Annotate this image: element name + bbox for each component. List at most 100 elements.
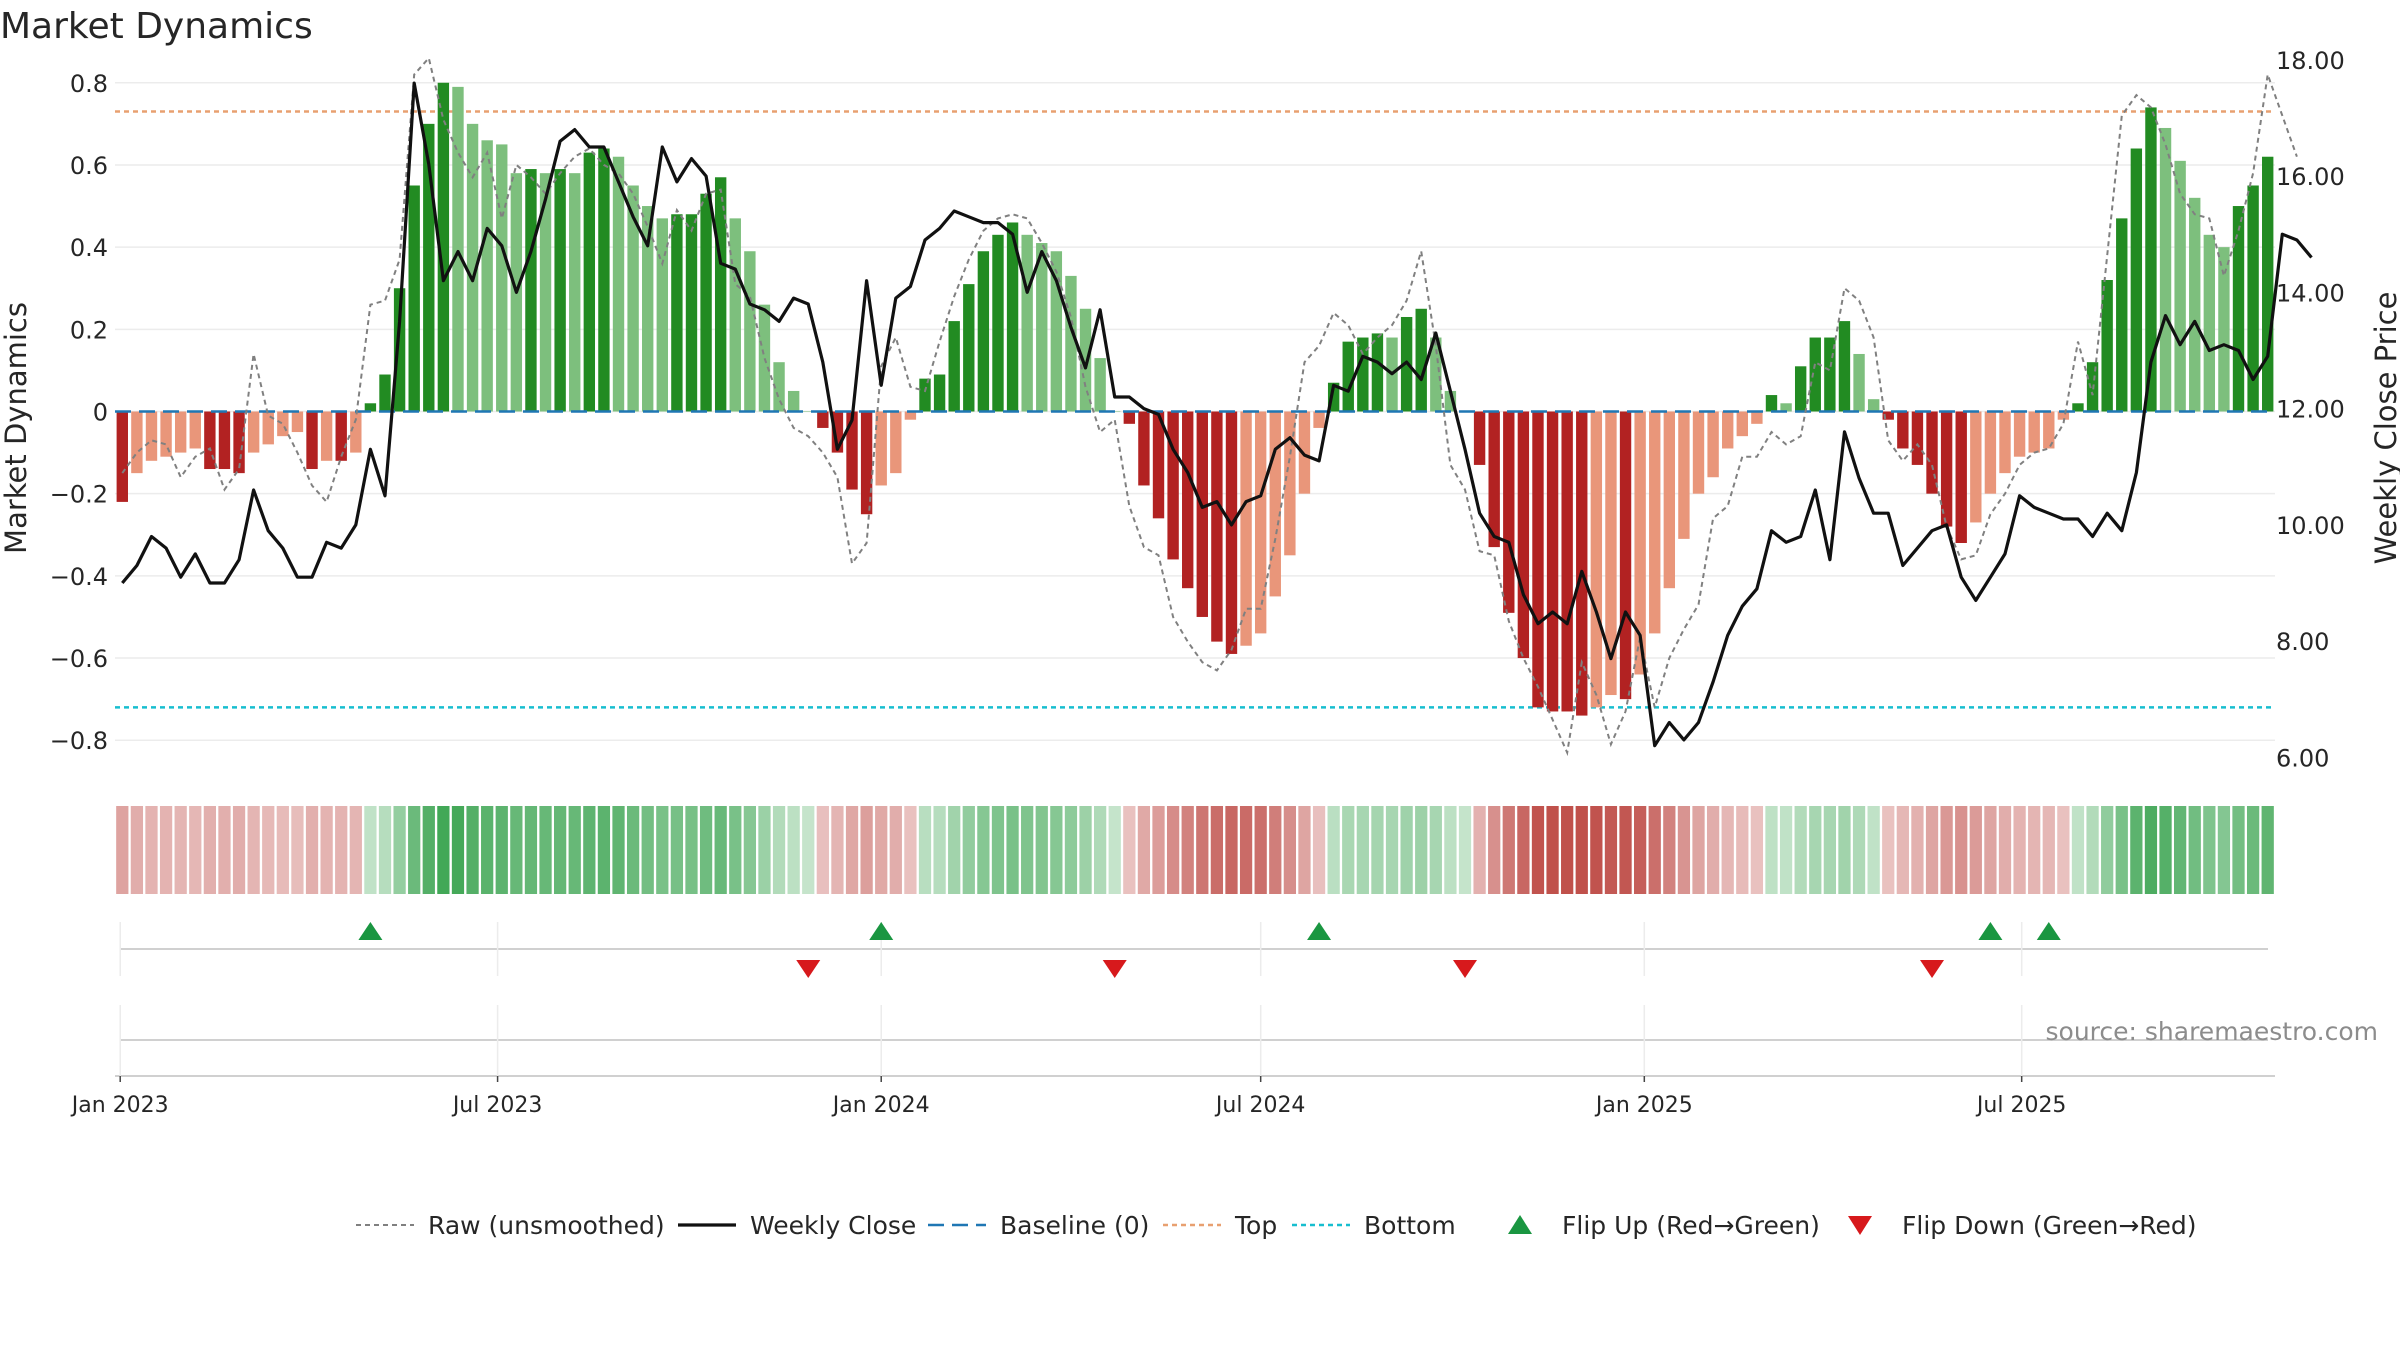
bar-116 <box>1809 337 1821 412</box>
bars-series <box>116 82 2274 716</box>
strip-cell-146 <box>2246 806 2260 894</box>
y-tick-label-1: 0.6 <box>70 152 108 180</box>
bar-118 <box>1838 321 1851 412</box>
bar-43 <box>744 251 756 412</box>
raw-line <box>121 56 2298 757</box>
strip-cell-96 <box>1517 806 1530 894</box>
bar-97 <box>1532 411 1544 708</box>
bar-79 <box>1269 411 1281 597</box>
legend: Raw (unsmoothed) Weekly Close Baseline (0)… <box>356 1211 2197 1240</box>
bar-19 <box>393 288 406 412</box>
bar-85 <box>1357 337 1369 412</box>
legend-swatch-5 <box>1508 1215 1532 1234</box>
bar-142 <box>2189 197 2201 412</box>
bar-20 <box>408 185 420 412</box>
y2-tick-label-4: 10.00 <box>2276 512 2345 540</box>
bar-71 <box>1152 411 1165 519</box>
bar-52 <box>875 411 887 486</box>
strip-cell-139 <box>2144 806 2158 894</box>
bar-55 <box>919 378 931 412</box>
bar-69 <box>1123 411 1136 424</box>
bar-16 <box>350 411 362 453</box>
bar-137 <box>2116 218 2128 412</box>
strip-cell-21 <box>422 806 435 894</box>
bar-2 <box>145 411 158 461</box>
bar-120 <box>1867 399 1880 412</box>
strip-cell-35 <box>626 806 640 894</box>
bar-34 <box>612 156 625 412</box>
legend-label-6: Flip Down (Green→Red) <box>1902 1211 2197 1240</box>
bar-53 <box>890 411 902 474</box>
bar-101 <box>1590 411 1603 708</box>
strip-cell-124 <box>1925 806 1939 894</box>
strip-cell-78 <box>1254 806 1267 894</box>
strip-cell-70 <box>1137 806 1151 894</box>
bar-110 <box>1722 411 1734 449</box>
strip-cell-89 <box>1415 806 1428 894</box>
strip-cell-1 <box>130 806 144 894</box>
bar-56 <box>933 374 946 412</box>
bar-124 <box>1926 411 1938 494</box>
bar-7 <box>218 411 231 470</box>
bar-136 <box>2101 280 2113 412</box>
bar-50 <box>846 411 858 490</box>
bar-130 <box>2013 411 2026 457</box>
strip-cell-123 <box>1911 806 1924 894</box>
bar-74 <box>1196 411 1208 617</box>
strip-cell-32 <box>583 806 596 894</box>
strip-cell-121 <box>1882 806 1895 894</box>
x-tick-label-2: Jan 2024 <box>831 1093 930 1118</box>
reference-lines <box>115 110 2275 709</box>
strip-cell-47 <box>802 806 815 894</box>
strip-cell-143 <box>2203 806 2216 894</box>
bar-9 <box>247 411 260 453</box>
strip-cell-34 <box>612 806 625 894</box>
bar-47 <box>802 411 814 412</box>
bar-113 <box>1765 395 1778 412</box>
bar-31 <box>569 173 581 412</box>
bar-42 <box>729 218 741 412</box>
bar-67 <box>1094 358 1106 412</box>
bar-57 <box>948 321 960 412</box>
strip-cell-98 <box>1546 806 1559 894</box>
strip-cell-140 <box>2159 806 2172 894</box>
bar-70 <box>1138 411 1150 486</box>
legend-label-1: Weekly Close <box>750 1211 916 1240</box>
strip-cell-110 <box>1721 806 1734 894</box>
strip-cell-130 <box>2013 806 2026 894</box>
strip-cell-117 <box>1823 806 1836 894</box>
strip-cell-61 <box>1006 806 1019 894</box>
bar-62 <box>1021 234 1033 412</box>
strip-cell-58 <box>962 806 975 894</box>
bar-12 <box>291 411 304 433</box>
bar-6 <box>204 411 216 470</box>
bar-111 <box>1736 411 1748 437</box>
bar-0 <box>116 411 128 502</box>
strip-cell-33 <box>597 806 611 894</box>
bar-99 <box>1561 411 1573 712</box>
strip-cell-22 <box>437 806 450 894</box>
strip-cell-44 <box>758 806 771 894</box>
strip-cell-99 <box>1561 806 1574 894</box>
bar-18 <box>379 374 391 412</box>
flip-up-marker-0 <box>358 922 383 940</box>
strip-cell-75 <box>1210 806 1224 894</box>
strip-cell-100 <box>1575 806 1588 894</box>
strip-cell-107 <box>1677 806 1691 894</box>
strip-cell-109 <box>1706 806 1720 894</box>
strip-cell-82 <box>1312 806 1326 894</box>
regime-strip <box>116 806 2274 894</box>
y2-axis-title: Weekly Close Price <box>2369 292 2400 565</box>
bar-115 <box>1794 366 1807 412</box>
bar-84 <box>1342 341 1354 412</box>
strip-cell-147 <box>2261 806 2274 894</box>
strip-cell-84 <box>1342 806 1355 894</box>
strip-cell-63 <box>1035 806 1048 894</box>
strip-cell-136 <box>2101 806 2114 894</box>
strip-cell-2 <box>145 806 158 894</box>
strip-cell-83 <box>1327 806 1340 894</box>
strip-cell-59 <box>977 806 990 894</box>
bar-121 <box>1882 411 1894 420</box>
bar-41 <box>714 177 727 412</box>
strip-cell-54 <box>904 806 917 894</box>
